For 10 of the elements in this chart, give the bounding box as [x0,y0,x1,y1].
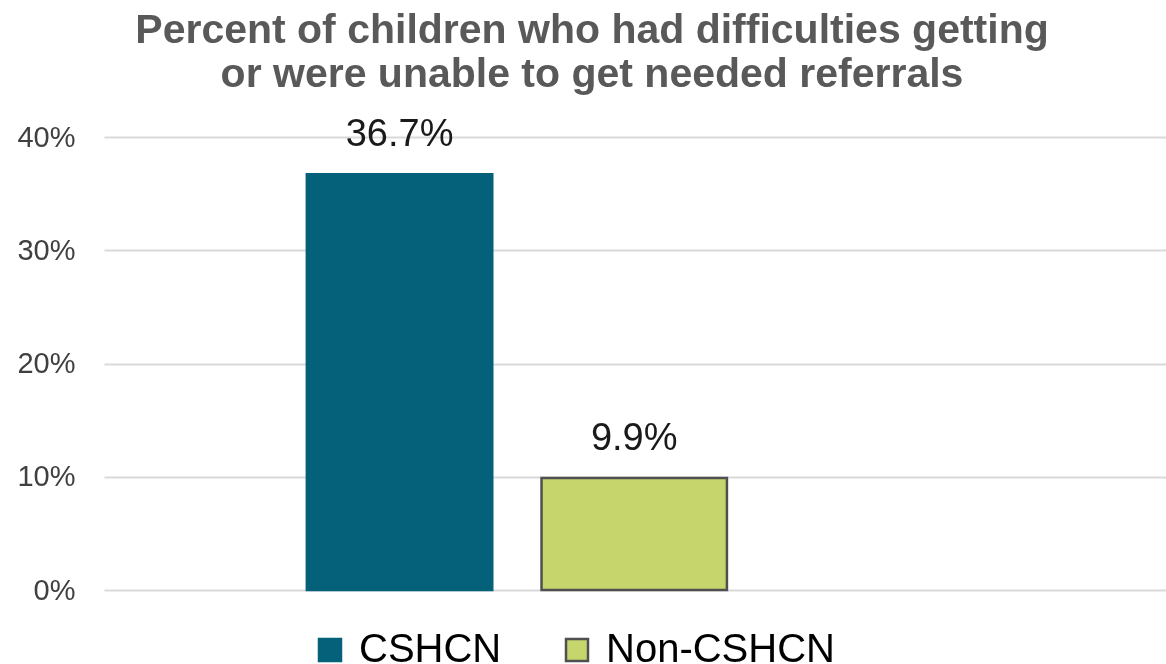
legend-label: CSHCN [359,626,502,664]
y-tick-label: 40% [17,120,76,153]
data-label: 9.9% [590,415,678,458]
y-tick-label: 0% [33,573,76,606]
chart-title: Percent of children who had difficulties getting or were unable to get needed referrals [135,6,1049,97]
data-label: 36.7% [345,112,454,155]
y-tick-label: 30% [17,233,76,266]
y-tick-label: 10% [17,460,76,493]
legend-label: Non-CSHCN [606,626,835,664]
y-tick-label: 20% [17,347,76,379]
